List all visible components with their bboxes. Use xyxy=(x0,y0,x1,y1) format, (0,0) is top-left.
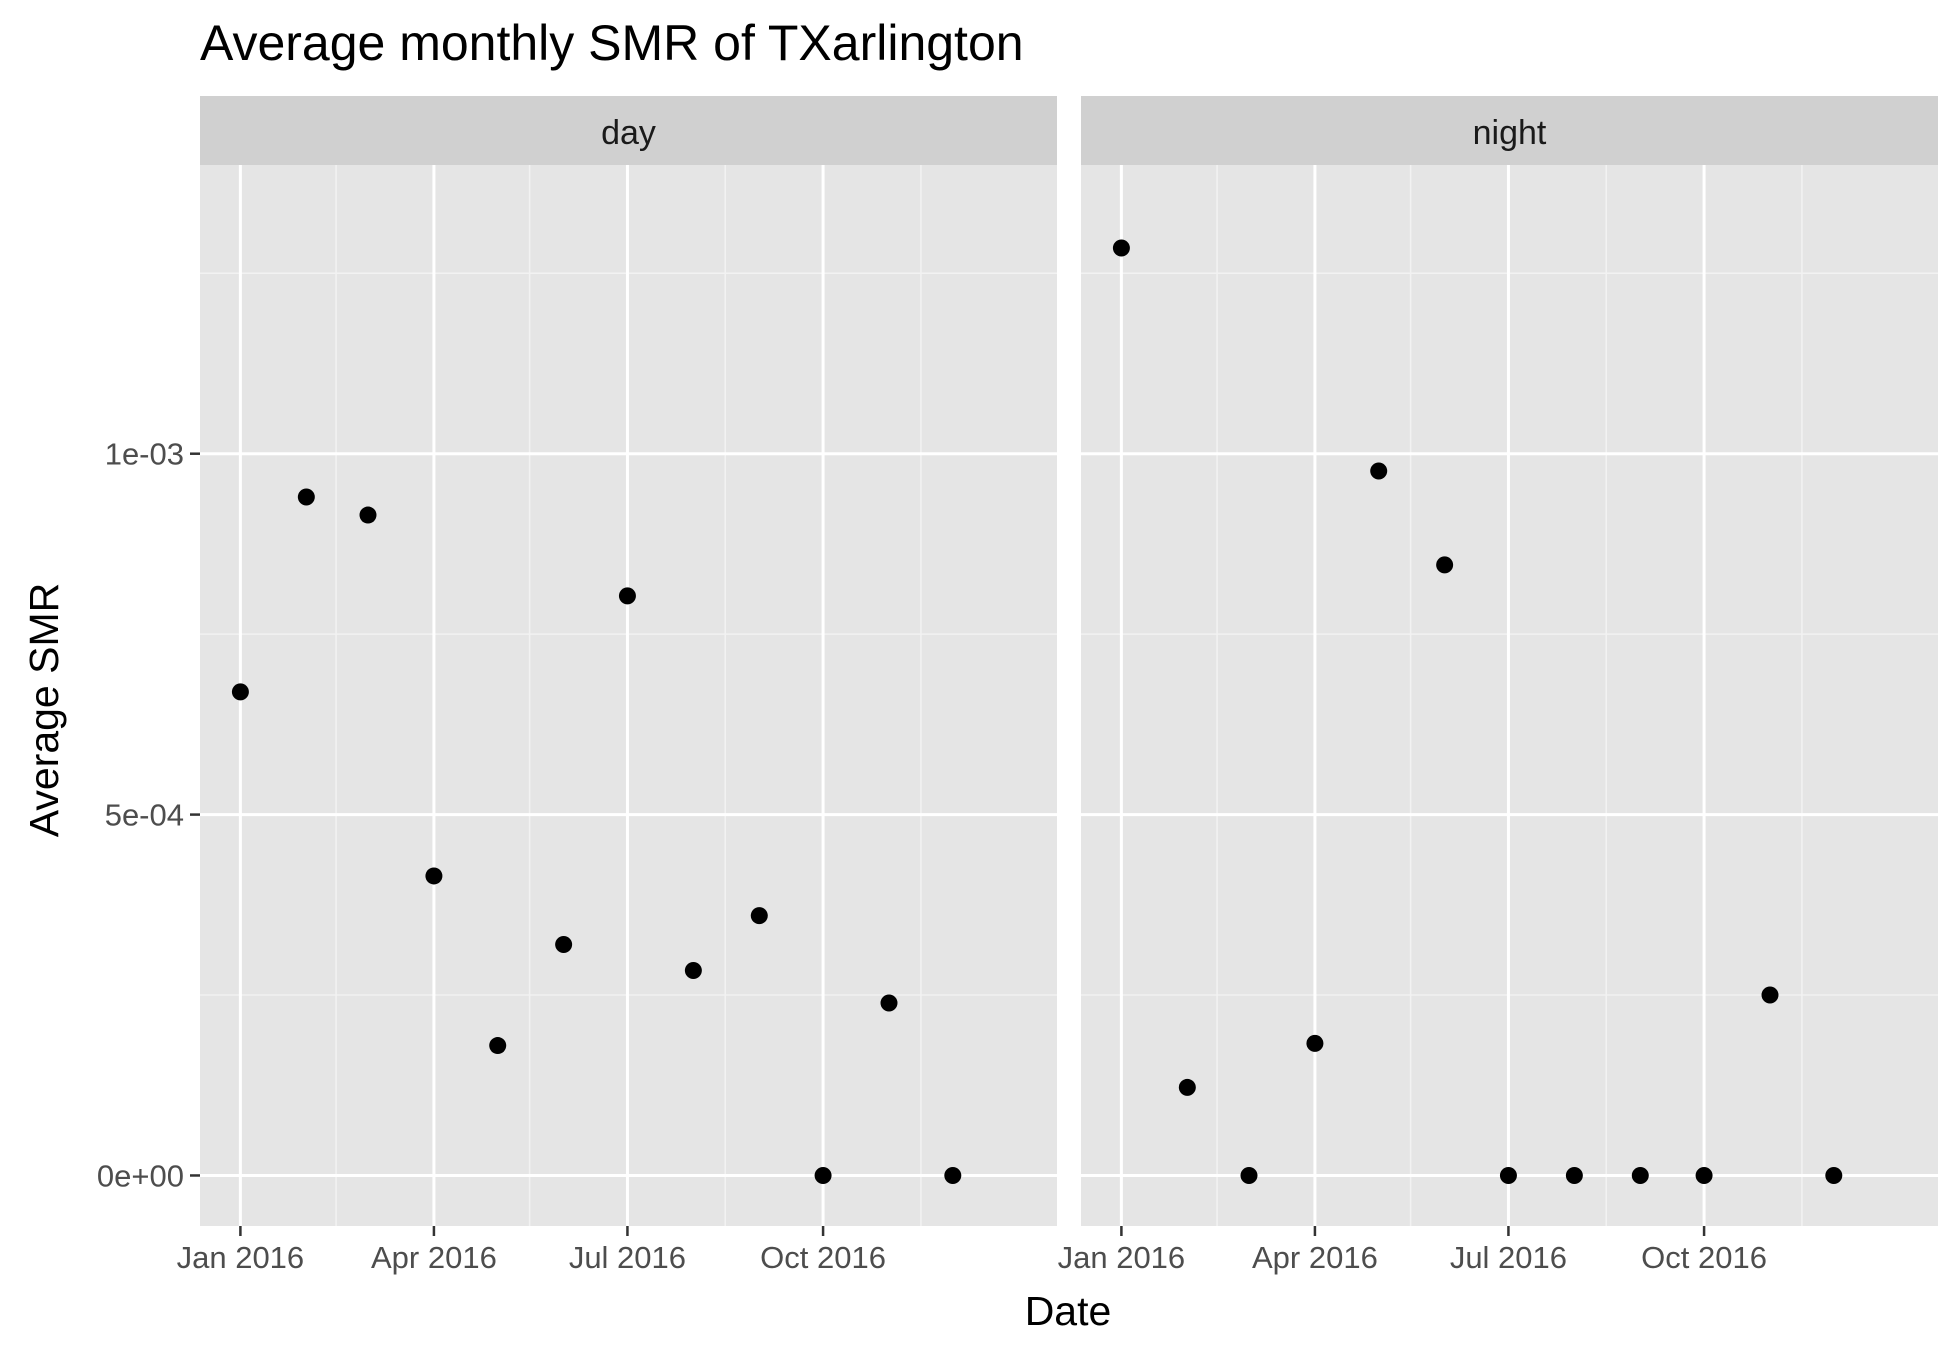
data-point xyxy=(814,1166,832,1184)
facet-strip xyxy=(200,96,1057,165)
data-point xyxy=(1436,556,1454,574)
x-tick-label: Jul 2016 xyxy=(569,1240,686,1275)
data-point xyxy=(231,683,249,701)
panel-night: night xyxy=(1081,96,1938,1226)
facet-strip xyxy=(1081,96,1938,165)
x-tick-label: Jan 2016 xyxy=(1058,1240,1186,1275)
y-axis-title: Average SMR xyxy=(21,583,67,837)
data-point xyxy=(555,936,573,954)
data-point xyxy=(297,488,315,506)
x-axis-title: Date xyxy=(1025,1288,1112,1334)
facet-panels: day night xyxy=(200,96,1938,1226)
data-point xyxy=(1306,1034,1324,1052)
data-point xyxy=(1695,1166,1713,1184)
data-point xyxy=(1761,986,1779,1004)
x-axes: Jan 2016 Apr 2016 Jul 2016 Oct 2016 Jan 2016… xyxy=(177,1226,1767,1275)
data-point xyxy=(425,867,443,885)
facet-label: night xyxy=(1473,114,1547,152)
data-point xyxy=(1240,1166,1258,1184)
x-tick-label: Apr 2016 xyxy=(371,1240,497,1275)
data-point xyxy=(1499,1166,1517,1184)
data-point xyxy=(684,961,702,979)
data-point xyxy=(1565,1166,1583,1184)
data-point xyxy=(1178,1078,1196,1096)
x-tick-label: Jan 2016 xyxy=(177,1240,305,1275)
x-tick-label: Apr 2016 xyxy=(1252,1240,1378,1275)
data-point xyxy=(1112,239,1130,257)
chart-title: Average monthly SMR of TXarlington xyxy=(200,15,1024,71)
data-point xyxy=(880,994,898,1012)
data-point xyxy=(359,506,377,524)
y-axis: 0e+00 5e-04 1e-03 xyxy=(97,437,200,1193)
y-tick-label: 0e+00 xyxy=(97,1158,184,1193)
data-point xyxy=(489,1037,507,1055)
data-point xyxy=(618,587,636,605)
y-tick-label: 1e-03 xyxy=(105,437,184,472)
x-tick-label: Jul 2016 xyxy=(1450,1240,1567,1275)
panel-day: day xyxy=(200,96,1057,1226)
data-point xyxy=(1370,462,1388,480)
data-point xyxy=(1825,1166,1843,1184)
x-tick-label: Oct 2016 xyxy=(1641,1240,1767,1275)
x-tick-label: Oct 2016 xyxy=(760,1240,886,1275)
data-point xyxy=(944,1166,962,1184)
y-tick-label: 5e-04 xyxy=(105,798,184,833)
data-point xyxy=(750,907,768,925)
facet-label: day xyxy=(601,114,656,152)
data-point xyxy=(1631,1166,1649,1184)
